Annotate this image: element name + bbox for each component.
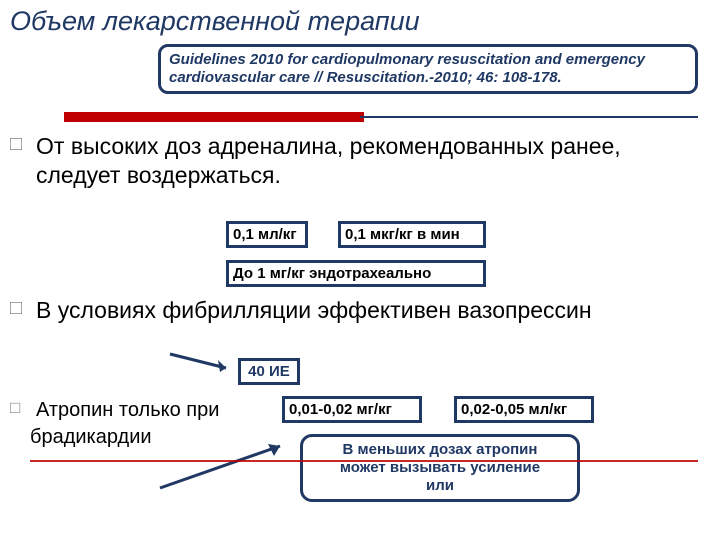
note-box-atropine-warning: В меньших дозах атропинможет вызывать ус… [300,434,580,502]
red-thin-rule [30,460,698,462]
dose-box-vasopressin: 40 ИЕ [238,358,300,385]
dose-box-adrenaline-rate: 0,1 мкг/кг в мин [338,221,486,248]
arrow-icon [160,440,300,490]
bullet-text: Атропин только при [36,398,219,423]
slide-title: Объем лекарственной терапии [0,0,720,39]
dose-box-atropine-ml: 0,02-0,05 мл/кг [454,396,594,423]
bullet-text: От высоких доз адреналина, рекомендованн… [36,132,708,190]
dose-box-adrenaline-volume: 0,1 мл/кг [226,221,308,248]
arrow-icon [170,350,240,380]
dose-box-atropine-mg: 0,01-0,02 мг/кг [282,396,422,423]
dose-box-adrenaline-endotracheal: До 1 мг/кг эндотрахеально [226,260,486,287]
blue-underline [360,116,698,118]
content-area: □ От высоких доз адреналина, рекомендова… [8,132,708,196]
citation-box: Guidelines 2010 for cardiopulmonary resu… [158,44,698,94]
bullet-text: В условиях фибрилляции эффективен вазопр… [36,296,592,325]
bullet-marker: □ [8,132,36,156]
red-underline-bar [64,112,364,122]
bullet-item: □ В условиях фибрилляции эффективен вазо… [8,296,708,325]
bullet-marker: □ [8,398,36,418]
bullet-item: □ От высоких доз адреналина, рекомендова… [8,132,708,190]
bullet-marker: □ [8,296,36,320]
bullet-2-wrap: □ В условиях фибрилляции эффективен вазо… [8,296,708,331]
